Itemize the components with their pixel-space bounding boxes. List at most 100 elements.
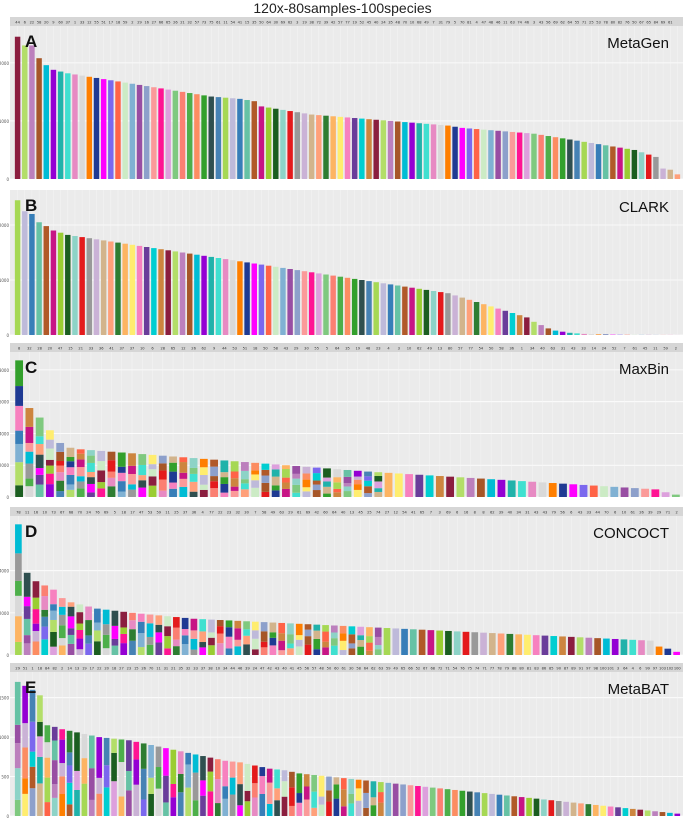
bar bbox=[481, 129, 487, 179]
bar-top-label: 21 bbox=[78, 347, 83, 351]
bar bbox=[143, 86, 150, 179]
bar-top-label: 10 bbox=[410, 21, 415, 25]
bar-segment bbox=[370, 805, 377, 816]
panel-b: 0 1000 2000 B CLARK bbox=[0, 190, 683, 338]
bar-segment bbox=[107, 486, 116, 497]
bar-top-label: 42 bbox=[331, 21, 336, 25]
bar-segment bbox=[140, 799, 147, 816]
bar bbox=[538, 482, 547, 497]
bar-top-label: 55 bbox=[94, 21, 99, 25]
bar-segment bbox=[348, 803, 355, 816]
bar-segment bbox=[111, 738, 117, 753]
bar-segment bbox=[331, 638, 338, 646]
bar-top-label: 7 bbox=[254, 511, 256, 515]
bar-segment bbox=[343, 476, 352, 484]
bar-segment bbox=[15, 641, 22, 655]
bar bbox=[637, 809, 644, 816]
bar bbox=[452, 295, 458, 335]
bar-top-label: 84 bbox=[654, 21, 659, 25]
bar-segment bbox=[155, 642, 163, 655]
bar-top-label: 20 bbox=[48, 347, 53, 351]
bar-segment bbox=[229, 761, 236, 778]
bar-segment bbox=[355, 779, 362, 789]
bar-segment bbox=[333, 798, 340, 816]
bar bbox=[158, 249, 164, 335]
bar-segment bbox=[15, 430, 24, 444]
bar-segment bbox=[295, 639, 303, 647]
bar bbox=[402, 286, 408, 335]
bar-segment bbox=[296, 802, 303, 816]
bar-segment bbox=[339, 625, 347, 634]
bar-segment bbox=[287, 648, 294, 655]
bar-top-label: 82 bbox=[618, 21, 623, 25]
y-tick-label: 0 bbox=[6, 333, 9, 338]
bar-segment bbox=[208, 632, 215, 638]
bar-top-label: 33 bbox=[581, 347, 586, 351]
bar bbox=[592, 804, 599, 816]
bar bbox=[629, 639, 637, 655]
bar-segment bbox=[137, 633, 145, 648]
bar bbox=[474, 792, 481, 816]
bar-segment bbox=[311, 791, 317, 808]
bar-top-label: 37 bbox=[119, 347, 124, 351]
bar bbox=[655, 646, 663, 655]
y-tick-label: 2000 bbox=[0, 611, 9, 616]
bar bbox=[409, 629, 417, 655]
bar-segment bbox=[289, 787, 295, 806]
bar-top-label: 40 bbox=[508, 511, 513, 515]
bar bbox=[427, 630, 435, 655]
bar bbox=[548, 800, 555, 816]
bar bbox=[402, 122, 408, 179]
bar bbox=[418, 629, 426, 655]
bar bbox=[316, 115, 322, 179]
bar-top-label: 62 bbox=[202, 347, 207, 351]
bar-segment bbox=[333, 784, 340, 799]
bar bbox=[280, 267, 286, 335]
bar-segment bbox=[128, 453, 136, 466]
bar bbox=[366, 119, 372, 179]
bar-top-label: 65 bbox=[401, 667, 406, 671]
bar-segment bbox=[200, 780, 206, 796]
bar bbox=[29, 45, 35, 179]
bar-segment bbox=[120, 633, 128, 644]
bar-segment bbox=[169, 471, 177, 483]
bar-segment bbox=[67, 628, 75, 635]
bar-segment bbox=[353, 484, 362, 490]
bar-segment bbox=[340, 778, 347, 790]
bar-segment bbox=[251, 480, 260, 488]
bar-top-label: 57 bbox=[458, 347, 463, 351]
bar-segment bbox=[214, 759, 221, 780]
bar-segment bbox=[357, 626, 364, 636]
bar-segment bbox=[56, 472, 65, 481]
bar-segment bbox=[164, 616, 171, 627]
bar-segment bbox=[266, 803, 273, 816]
bar-segment bbox=[129, 620, 136, 630]
bar bbox=[452, 126, 458, 179]
bar-segment bbox=[220, 483, 229, 493]
bar-segment bbox=[353, 470, 362, 477]
bar-segment bbox=[23, 572, 31, 597]
bar-top-label: 98 bbox=[593, 667, 598, 671]
bar-top-label: 63 bbox=[550, 347, 555, 351]
bar-segment bbox=[120, 611, 128, 628]
bar bbox=[407, 785, 414, 816]
bar-segment bbox=[146, 614, 154, 624]
bar bbox=[244, 262, 250, 335]
bar-segment bbox=[366, 642, 373, 651]
bar-top-label: 37 bbox=[183, 511, 188, 515]
bar-top-label: 36 bbox=[99, 347, 104, 351]
bar-segment bbox=[96, 777, 103, 794]
bar-segment bbox=[234, 646, 242, 655]
bar-segment bbox=[220, 492, 229, 497]
bar bbox=[624, 148, 630, 179]
bar-segment bbox=[15, 485, 24, 497]
bar-segment bbox=[214, 803, 221, 816]
bar-top-label: 44 bbox=[15, 21, 20, 25]
bar-segment bbox=[87, 455, 95, 463]
bar bbox=[330, 116, 336, 179]
bar-segment bbox=[133, 759, 140, 785]
bar bbox=[422, 786, 429, 816]
bar-segment bbox=[278, 640, 286, 651]
bar-top-label: 7 bbox=[430, 511, 432, 515]
bar-segment bbox=[370, 781, 377, 798]
